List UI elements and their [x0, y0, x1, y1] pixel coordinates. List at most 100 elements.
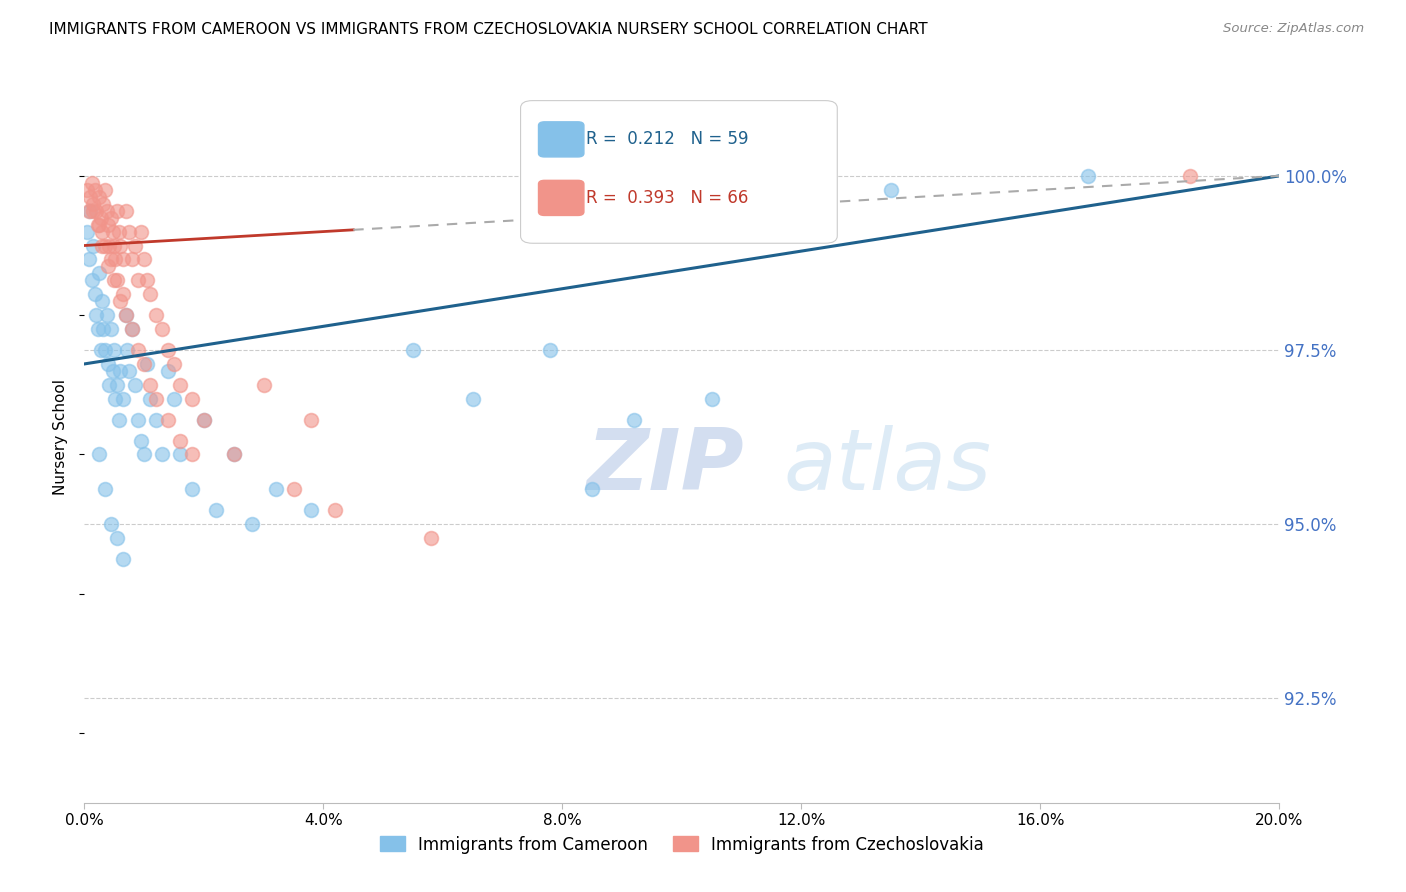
Point — [110, 364, 132, 378]
Point — [132, 448, 156, 462]
Point — [129, 434, 152, 448]
Text: ZIP: ZIP — [586, 425, 744, 508]
Point — [80, 176, 103, 190]
Point — [79, 203, 101, 218]
Point — [540, 343, 562, 357]
Point — [98, 377, 121, 392]
Legend: Immigrants from Cameroon, Immigrants from Czechoslovakia: Immigrants from Cameroon, Immigrants fro… — [373, 829, 991, 860]
Point — [402, 343, 425, 357]
Point — [150, 448, 173, 462]
Point — [150, 322, 173, 336]
Point — [136, 273, 159, 287]
Text: atlas: atlas — [783, 425, 991, 508]
Point — [118, 364, 141, 378]
Point — [145, 412, 167, 426]
Point — [121, 252, 143, 267]
Point — [121, 322, 143, 336]
Point — [82, 238, 104, 252]
Y-axis label: Nursery School: Nursery School — [53, 379, 69, 495]
Point — [100, 211, 122, 225]
Point — [84, 183, 107, 197]
Point — [86, 308, 108, 322]
Point — [112, 552, 135, 566]
Point — [700, 392, 723, 406]
Point — [76, 183, 98, 197]
Point — [193, 412, 215, 426]
Point — [169, 448, 191, 462]
Point — [139, 377, 162, 392]
Point — [86, 218, 108, 232]
FancyBboxPatch shape — [538, 122, 583, 157]
Point — [193, 412, 215, 426]
Point — [115, 308, 138, 322]
Point — [581, 483, 603, 497]
Point — [169, 434, 191, 448]
Point — [117, 343, 139, 357]
Point — [115, 203, 138, 218]
Text: IMMIGRANTS FROM CAMEROON VS IMMIGRANTS FROM CZECHOSLOVAKIA NURSERY SCHOOL CORREL: IMMIGRANTS FROM CAMEROON VS IMMIGRANTS F… — [49, 22, 928, 37]
Point — [132, 252, 156, 267]
Point — [77, 252, 100, 267]
Point — [90, 211, 112, 225]
Point — [108, 225, 131, 239]
Point — [222, 448, 245, 462]
Point — [89, 190, 111, 204]
Point — [101, 225, 124, 239]
Point — [94, 483, 117, 497]
Point — [100, 517, 122, 532]
Point — [461, 392, 484, 406]
Point — [118, 225, 141, 239]
Point — [1178, 169, 1201, 183]
Point — [98, 238, 121, 252]
Point — [86, 203, 108, 218]
Text: R =  0.393   N = 66: R = 0.393 N = 66 — [586, 189, 748, 207]
Point — [108, 412, 131, 426]
Point — [89, 266, 111, 280]
Point — [205, 503, 228, 517]
Point — [77, 203, 100, 218]
Point — [101, 364, 124, 378]
Point — [80, 273, 103, 287]
Point — [86, 322, 108, 336]
Point — [103, 238, 125, 252]
Point — [105, 273, 128, 287]
Point — [91, 225, 114, 239]
Point — [94, 343, 117, 357]
Point — [82, 196, 104, 211]
Point — [100, 252, 122, 267]
Point — [129, 225, 152, 239]
Text: Source: ZipAtlas.com: Source: ZipAtlas.com — [1223, 22, 1364, 36]
Point — [89, 218, 111, 232]
Point — [79, 190, 101, 204]
Point — [93, 322, 115, 336]
Point — [222, 448, 245, 462]
Point — [145, 392, 167, 406]
Point — [139, 287, 162, 301]
Point — [105, 377, 128, 392]
Point — [181, 392, 204, 406]
Point — [91, 294, 114, 309]
Point — [163, 357, 186, 371]
Point — [420, 531, 443, 545]
FancyBboxPatch shape — [538, 180, 583, 216]
Point — [240, 517, 263, 532]
Point — [105, 203, 128, 218]
Point — [97, 357, 120, 371]
Point — [169, 377, 191, 392]
Point — [623, 412, 645, 426]
Point — [112, 287, 135, 301]
Point — [112, 252, 135, 267]
Point — [90, 343, 112, 357]
Point — [124, 377, 146, 392]
Point — [91, 238, 114, 252]
Point — [325, 503, 347, 517]
Point — [97, 218, 120, 232]
Point — [105, 531, 128, 545]
Point — [132, 357, 156, 371]
Point — [181, 483, 204, 497]
Point — [1077, 169, 1099, 183]
Point — [880, 183, 903, 197]
Point — [136, 357, 159, 371]
Point — [110, 238, 132, 252]
Text: R =  0.212   N = 59: R = 0.212 N = 59 — [586, 130, 749, 148]
